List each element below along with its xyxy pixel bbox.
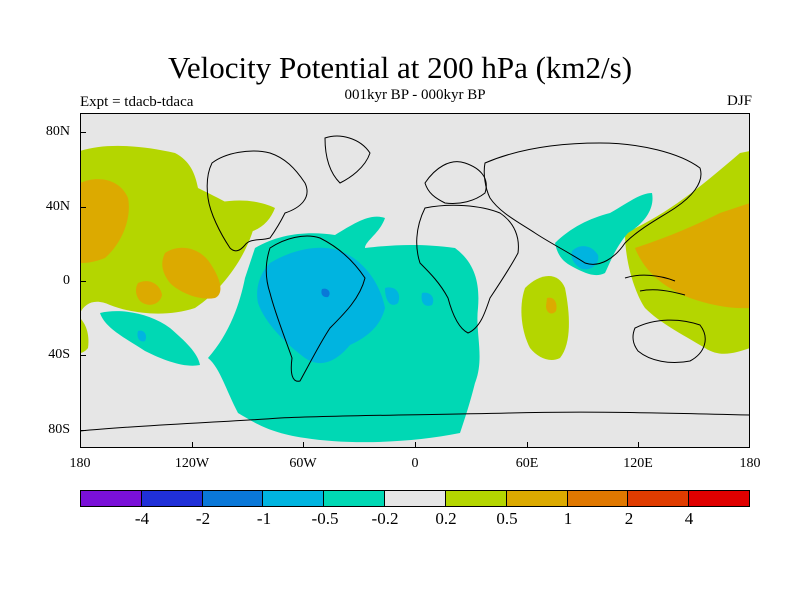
- coast-africa: [416, 204, 519, 334]
- coast-north-america: [206, 150, 308, 252]
- anomaly-negative-south-america-core: [257, 247, 385, 364]
- lat-tick-40s: [80, 355, 86, 356]
- anomaly-negative-sa-core-3: [421, 292, 434, 306]
- figure-subtitle: 001kyr BP - 000kyr BP: [344, 87, 486, 103]
- coastlines: [79, 135, 751, 432]
- colorbar-segment-3: [263, 491, 325, 506]
- anomaly-negative-sa-core-2: [385, 287, 400, 305]
- colorbar-label: 0.5: [496, 509, 518, 528]
- colorbar-segment-0: [81, 491, 142, 506]
- lat-tick-80n: [80, 132, 86, 133]
- lon-label-120e: 120E: [623, 456, 653, 471]
- colorbar-segment-9: [628, 491, 690, 506]
- experiment-label: Expt = tdacb-tdaca: [80, 94, 194, 110]
- colorbar-segment-2: [202, 491, 264, 506]
- anomaly-positive-pacific-central-core: [162, 247, 221, 299]
- anomaly-negative-southeast-pacific-core: [137, 330, 147, 342]
- anomaly-positive-south-pacific: [80, 318, 89, 353]
- anomaly-negative-east-asia-core: [571, 246, 599, 270]
- figure-title: Velocity Potential at 200 hPa (km2/s): [167, 50, 633, 85]
- colorbar: [80, 490, 750, 507]
- colorbar-label: 2: [624, 509, 634, 528]
- anomaly-positive-indian-ocean-core: [546, 297, 557, 314]
- lon-tick-120w: [192, 442, 193, 448]
- colorbar-label: -0.2: [371, 509, 399, 528]
- anomaly-negative-southeast-pacific: [100, 311, 200, 366]
- anomaly-positive-north-atlantic: [200, 200, 275, 233]
- lon-tick-60w: [303, 442, 304, 448]
- coast-greenland: [324, 135, 371, 184]
- lat-label-80s: 80S: [48, 422, 70, 437]
- anomaly-positive-west-pacific-core: [635, 203, 750, 309]
- lon-tick-60e: [527, 442, 528, 448]
- map-panel: [79, 113, 751, 448]
- colorbar-label: 1: [563, 509, 573, 528]
- lat-label-40n: 40N: [45, 199, 70, 214]
- coast-europe: [424, 161, 487, 204]
- colorbar-segment-8: [567, 491, 629, 506]
- coast-antarctica: [79, 411, 751, 432]
- lon-label-0: 0: [411, 456, 419, 471]
- anomaly-positive-indian-ocean: [521, 275, 569, 360]
- lat-label-0: 0: [63, 273, 70, 288]
- anomaly-positive-pacific-small-core: [135, 281, 162, 305]
- anomaly-positive-pacific-west-core: [80, 179, 129, 263]
- colorbar-label: -1: [256, 509, 272, 528]
- lon-label-180e: 180: [739, 456, 761, 471]
- colorbar-segment-7: [506, 491, 568, 506]
- colorbar-label: -2: [195, 509, 211, 528]
- lon-label-180w: 180: [69, 456, 91, 471]
- coast-australia: [632, 319, 706, 364]
- colorbar-label: 0.2: [435, 509, 457, 528]
- colorbar-segment-4: [324, 491, 386, 506]
- colorbar-segment-1: [141, 491, 203, 506]
- anomaly-negative-sa-core-4: [321, 288, 330, 298]
- coast-asia: [483, 142, 702, 265]
- colorbar-segment-10: [689, 491, 749, 506]
- coast-indonesia: [624, 274, 686, 296]
- coast-south-america: [265, 235, 366, 382]
- lat-tick-80s: [80, 430, 86, 431]
- colorbar-label: -0.5: [311, 509, 339, 528]
- lon-label-60w: 60W: [289, 456, 317, 471]
- lon-tick-120e: [638, 442, 639, 448]
- colorbar-label: 4: [684, 509, 694, 528]
- velocity-potential-map: [79, 113, 751, 448]
- lat-tick-40n: [80, 207, 86, 208]
- lon-label-120w: 120W: [174, 456, 210, 471]
- lat-label-80n: 80N: [45, 124, 70, 139]
- colorbar-segment-5: [385, 491, 446, 506]
- colorbar-segment-6: [445, 491, 507, 506]
- lat-tick-0: [80, 281, 86, 282]
- colorbar-label: -4: [134, 509, 150, 528]
- lon-tick-0: [415, 442, 416, 448]
- lon-label-60e: 60E: [515, 456, 539, 471]
- lat-label-40s: 40S: [48, 347, 70, 362]
- season-label: DJF: [726, 93, 752, 109]
